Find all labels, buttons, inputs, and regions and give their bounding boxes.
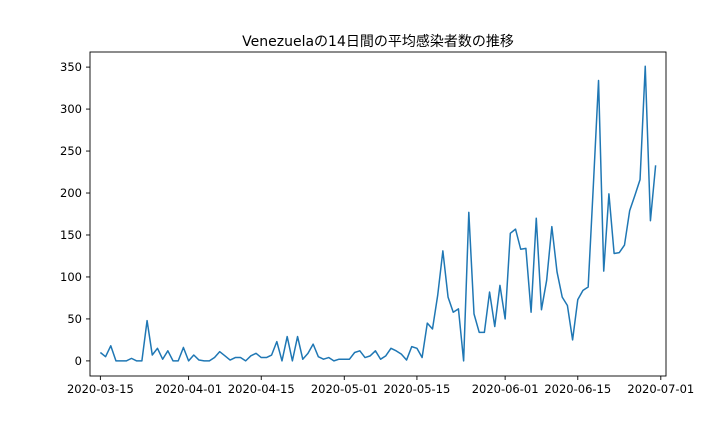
y-tick-label: 150 xyxy=(60,228,82,242)
chart-title: Venezuelaの14日間の平均感染者数の推移 xyxy=(242,33,514,50)
plot-area: 2020-03-15 2020-04-01 2020-04-15 2020-05-01… xyxy=(60,51,694,396)
x-tick-label: 2020-04-01 xyxy=(155,382,222,396)
y-tick-label: 100 xyxy=(60,270,82,284)
y-tick-label: 200 xyxy=(60,186,82,200)
plot-frame xyxy=(89,51,667,377)
x-tick-label: 2020-07-01 xyxy=(627,382,694,396)
y-tick-label: 0 xyxy=(75,354,82,368)
y-tick-label: 350 xyxy=(60,60,82,74)
y-tick-label: 300 xyxy=(60,102,82,116)
x-tick-label: 2020-05-01 xyxy=(311,382,378,396)
x-axis: 2020-03-15 2020-04-01 2020-04-15 2020-05-01… xyxy=(67,376,694,396)
series-line-0 xyxy=(99,65,657,362)
x-tick-label: 2020-05-15 xyxy=(383,382,450,396)
x-tick-label: 2020-04-15 xyxy=(228,382,295,396)
y-axis: 0 50 100 150 200 250 300 350 xyxy=(60,60,90,368)
x-tick-label: 2020-03-15 xyxy=(67,382,134,396)
x-tick-label: 2020-06-15 xyxy=(544,382,611,396)
series-layer xyxy=(99,65,657,362)
y-tick-label: 250 xyxy=(60,144,82,158)
y-tick-label: 50 xyxy=(67,312,82,326)
x-tick-label: 2020-06-01 xyxy=(472,382,539,396)
